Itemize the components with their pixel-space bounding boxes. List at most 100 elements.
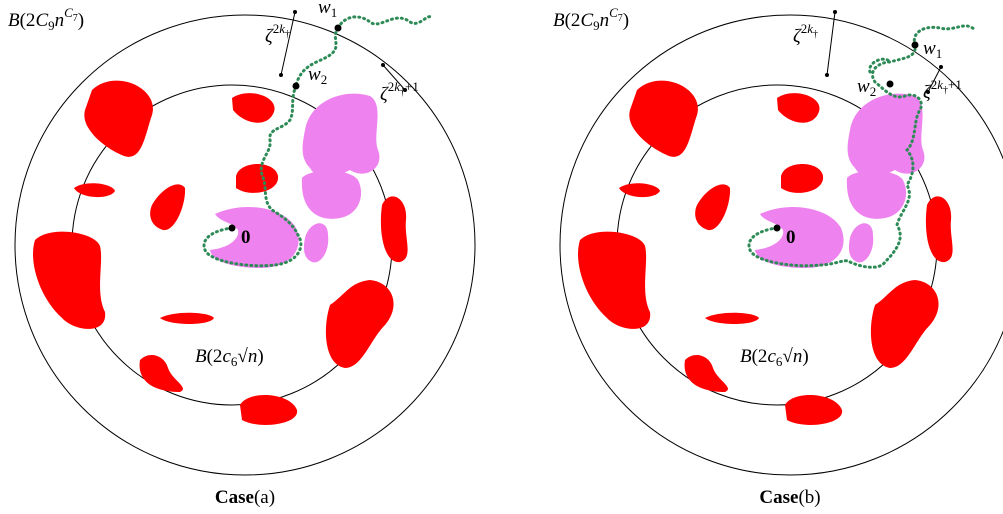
- w2-label: w2: [308, 64, 327, 87]
- zeta-label-part: 2: [801, 21, 808, 36]
- zeta-label-part: ζ: [923, 82, 932, 103]
- dual-path: [202, 15, 434, 268]
- w2-point: [292, 82, 300, 90]
- endpoint: [279, 73, 283, 77]
- pink-region: [302, 93, 380, 178]
- outer-label-part: 7: [73, 13, 78, 24]
- red-region: [684, 354, 728, 392]
- caption-label: (b): [798, 487, 820, 508]
- outer-label: B(2C9nC7): [553, 5, 629, 33]
- zeta-label: ζ2k†: [265, 21, 290, 47]
- pink-region: [303, 223, 329, 263]
- outer-label-part: n: [600, 10, 610, 31]
- w2-label-part: w: [857, 76, 870, 97]
- red-region: [619, 183, 660, 198]
- inner-label-part: 6: [231, 354, 238, 369]
- origin-point: [228, 224, 236, 232]
- endpoint: [381, 63, 385, 67]
- outer-label: B(2C9nC7): [8, 5, 84, 33]
- inner-label-part: ): [257, 346, 263, 367]
- zeta-label-part: ζ: [793, 26, 802, 47]
- origin-point: [773, 224, 781, 232]
- w2-label-part: w: [308, 64, 321, 85]
- inner-label-part: B: [195, 346, 207, 367]
- zeta-segment: [382, 64, 406, 91]
- outer-label-part: (2: [20, 10, 36, 31]
- inner-label-part: c: [222, 346, 231, 367]
- red-region: [325, 280, 394, 368]
- outer-label-part: C: [35, 10, 48, 31]
- w1-label-part: 1: [331, 5, 338, 20]
- red-region: [705, 312, 759, 324]
- caption: Case(b): [759, 487, 820, 508]
- zeta-label-part: k: [279, 21, 285, 36]
- caption: Case(a): [215, 487, 275, 508]
- w1-point: [911, 41, 919, 49]
- zeta-label-part: †: [943, 85, 948, 96]
- w1-label-part: w: [923, 38, 936, 59]
- outer-label-part: 9: [593, 18, 600, 33]
- inner-label-part: (2: [752, 346, 768, 367]
- w2-label-part: 2: [321, 72, 328, 87]
- w2-label-part: 2: [870, 84, 877, 99]
- zeta-segment: [826, 11, 836, 76]
- caption-label: (a): [254, 487, 275, 508]
- pink-region: [301, 170, 362, 219]
- outer-label-part: B: [553, 10, 565, 31]
- outer-ball: [559, 14, 1003, 476]
- zeta-label-part: k: [807, 21, 813, 36]
- outer-label-part: C: [609, 5, 618, 20]
- pink-region: [847, 93, 925, 178]
- inner-label-part: (2: [207, 346, 223, 367]
- zeta-label-part: †: [285, 29, 290, 40]
- outer-label-part: 9: [48, 18, 55, 33]
- zeta-label-part: ζ: [265, 26, 274, 47]
- origin-label: 0: [241, 227, 251, 248]
- outer-label-part: 7: [618, 13, 623, 24]
- caption-case: Case: [759, 487, 798, 508]
- zeta-label-part: k: [394, 79, 400, 94]
- inner-label-part: ): [802, 346, 808, 367]
- outer-label-part: C: [580, 10, 593, 31]
- red-region: [870, 280, 939, 368]
- endpoint: [939, 65, 943, 69]
- inner-label: B(2c6√n): [740, 346, 809, 369]
- red-region: [380, 196, 408, 263]
- pink-region: [848, 223, 874, 263]
- endpoint: [833, 10, 837, 14]
- endpoint: [403, 88, 407, 92]
- zeta-label-part: +1: [948, 77, 962, 92]
- w1-point: [334, 24, 342, 32]
- pink-region: [210, 206, 299, 268]
- pink-region: [846, 170, 907, 219]
- red-region: [139, 354, 183, 392]
- inner-label-part: n: [793, 346, 803, 367]
- red-region: [695, 184, 731, 231]
- outer-label-part: n: [55, 10, 65, 31]
- red-region: [160, 312, 214, 324]
- outer-label-part: ): [78, 10, 84, 31]
- pink-region: [755, 206, 844, 268]
- zeta-segment: [280, 11, 296, 76]
- outer-label-part: (2: [565, 10, 581, 31]
- red-region: [240, 394, 298, 425]
- red-region: [33, 231, 106, 329]
- red-region: [777, 93, 820, 123]
- inner-label-part: √: [237, 346, 248, 367]
- w2-point: [886, 80, 894, 88]
- red-region: [629, 80, 698, 157]
- endpoint: [926, 90, 930, 94]
- zeta-label-part: +1: [405, 79, 419, 94]
- w2-label: w2: [857, 76, 876, 99]
- inner-label-part: c: [767, 346, 776, 367]
- w1-label: w1: [318, 0, 337, 20]
- w1-label-part: 1: [936, 46, 943, 61]
- outer-label-part: ): [623, 10, 629, 31]
- w1-label: w1: [923, 38, 942, 61]
- zeta-label-part: ζ: [380, 84, 389, 105]
- zeta-label-part: †: [813, 29, 818, 40]
- w1-label-part: w: [318, 0, 331, 18]
- endpoint: [293, 10, 297, 14]
